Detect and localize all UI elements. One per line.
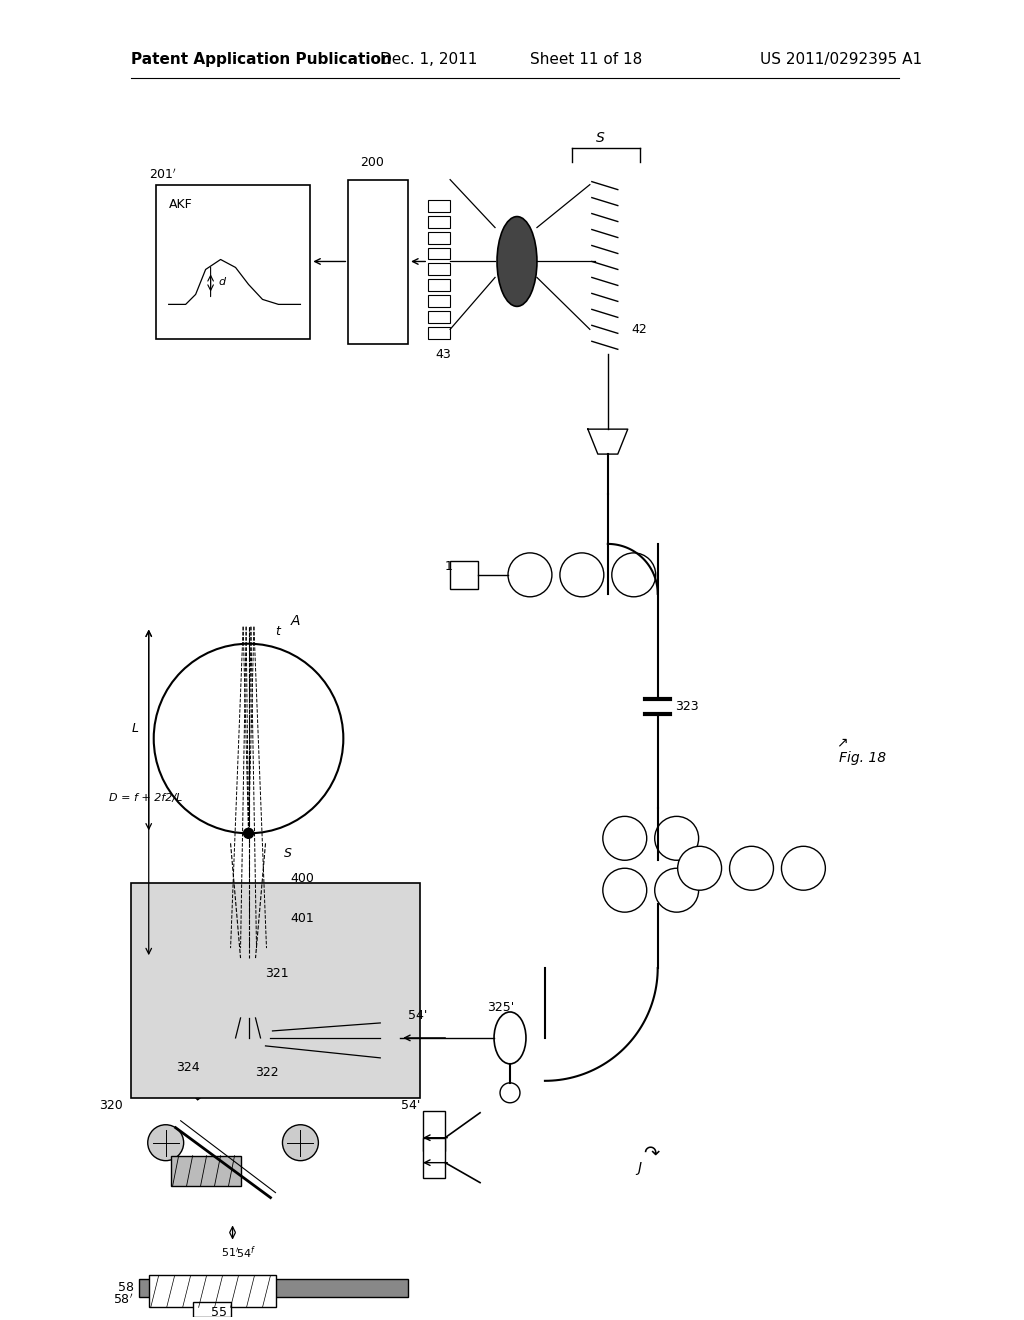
Circle shape — [508, 553, 552, 597]
Text: 200: 200 — [360, 156, 384, 169]
Text: 54': 54' — [400, 1100, 420, 1113]
Text: 325': 325' — [487, 1002, 514, 1015]
FancyBboxPatch shape — [193, 1303, 230, 1317]
Circle shape — [500, 1082, 520, 1102]
Text: S: S — [284, 847, 292, 859]
Bar — [428, 312, 451, 323]
Text: S: S — [595, 131, 604, 145]
Circle shape — [678, 846, 722, 890]
Bar — [428, 280, 451, 292]
Bar — [423, 1138, 445, 1177]
Bar — [428, 248, 451, 260]
Text: $\it{t}$: $\it{t}$ — [275, 626, 283, 639]
Bar — [428, 215, 451, 227]
Text: Dec. 1, 2011: Dec. 1, 2011 — [380, 53, 477, 67]
Text: 58$'$: 58$'$ — [114, 1292, 134, 1307]
Circle shape — [603, 816, 647, 861]
Circle shape — [611, 553, 655, 597]
Ellipse shape — [241, 958, 256, 1018]
Text: 42: 42 — [632, 323, 647, 335]
Text: L: L — [132, 722, 138, 735]
Text: 54': 54' — [409, 1010, 428, 1023]
Text: 55: 55 — [211, 1305, 226, 1319]
Bar — [428, 199, 451, 211]
Text: Patent Application Publication: Patent Application Publication — [131, 53, 391, 67]
Polygon shape — [190, 1056, 244, 1100]
Text: US 2011/0292395 A1: US 2011/0292395 A1 — [760, 53, 922, 67]
Bar — [451, 561, 478, 589]
Circle shape — [244, 829, 254, 838]
FancyBboxPatch shape — [131, 883, 420, 1098]
Text: 201$'$: 201$'$ — [148, 168, 177, 182]
Circle shape — [560, 553, 604, 597]
Polygon shape — [211, 1020, 287, 1085]
Bar — [138, 1279, 409, 1298]
Text: d: d — [218, 277, 225, 288]
Text: 322: 322 — [256, 1067, 280, 1080]
Ellipse shape — [494, 1012, 526, 1064]
Text: 324: 324 — [176, 1061, 200, 1074]
Text: 320: 320 — [99, 1100, 123, 1113]
Ellipse shape — [497, 216, 537, 306]
Text: 1: 1 — [445, 561, 453, 573]
Polygon shape — [163, 1278, 262, 1312]
Bar — [423, 1110, 445, 1151]
Text: D = f + 2f2/L: D = f + 2f2/L — [109, 793, 182, 804]
Bar — [428, 264, 451, 276]
Text: 43: 43 — [435, 347, 451, 360]
Text: 321: 321 — [265, 966, 289, 979]
Text: 51$'$: 51$'$ — [220, 1246, 239, 1259]
Circle shape — [654, 869, 698, 912]
Circle shape — [147, 1125, 183, 1160]
Text: 323: 323 — [675, 700, 698, 713]
Circle shape — [154, 644, 343, 833]
Bar — [171, 1156, 241, 1185]
Bar — [380, 1018, 400, 1057]
Text: 401: 401 — [291, 912, 314, 924]
Text: A: A — [291, 614, 300, 628]
Text: 58: 58 — [118, 1280, 134, 1294]
FancyBboxPatch shape — [156, 185, 310, 339]
Text: $\curvearrowright$: $\curvearrowright$ — [640, 1143, 662, 1162]
Bar — [428, 296, 451, 308]
Text: Fig. 18: Fig. 18 — [840, 751, 887, 766]
Circle shape — [283, 1125, 318, 1160]
Text: 400: 400 — [291, 871, 314, 884]
FancyBboxPatch shape — [348, 180, 409, 345]
Text: J: J — [638, 1160, 642, 1175]
Bar — [428, 231, 451, 243]
Circle shape — [654, 816, 698, 861]
FancyBboxPatch shape — [148, 1275, 276, 1307]
Circle shape — [781, 846, 825, 890]
Bar — [428, 327, 451, 339]
Text: AKF: AKF — [169, 198, 193, 211]
Text: 54$^f$: 54$^f$ — [236, 1245, 256, 1261]
Circle shape — [729, 846, 773, 890]
Circle shape — [603, 869, 647, 912]
Text: Sheet 11 of 18: Sheet 11 of 18 — [530, 53, 642, 67]
Text: $\nearrow$: $\nearrow$ — [835, 737, 849, 751]
